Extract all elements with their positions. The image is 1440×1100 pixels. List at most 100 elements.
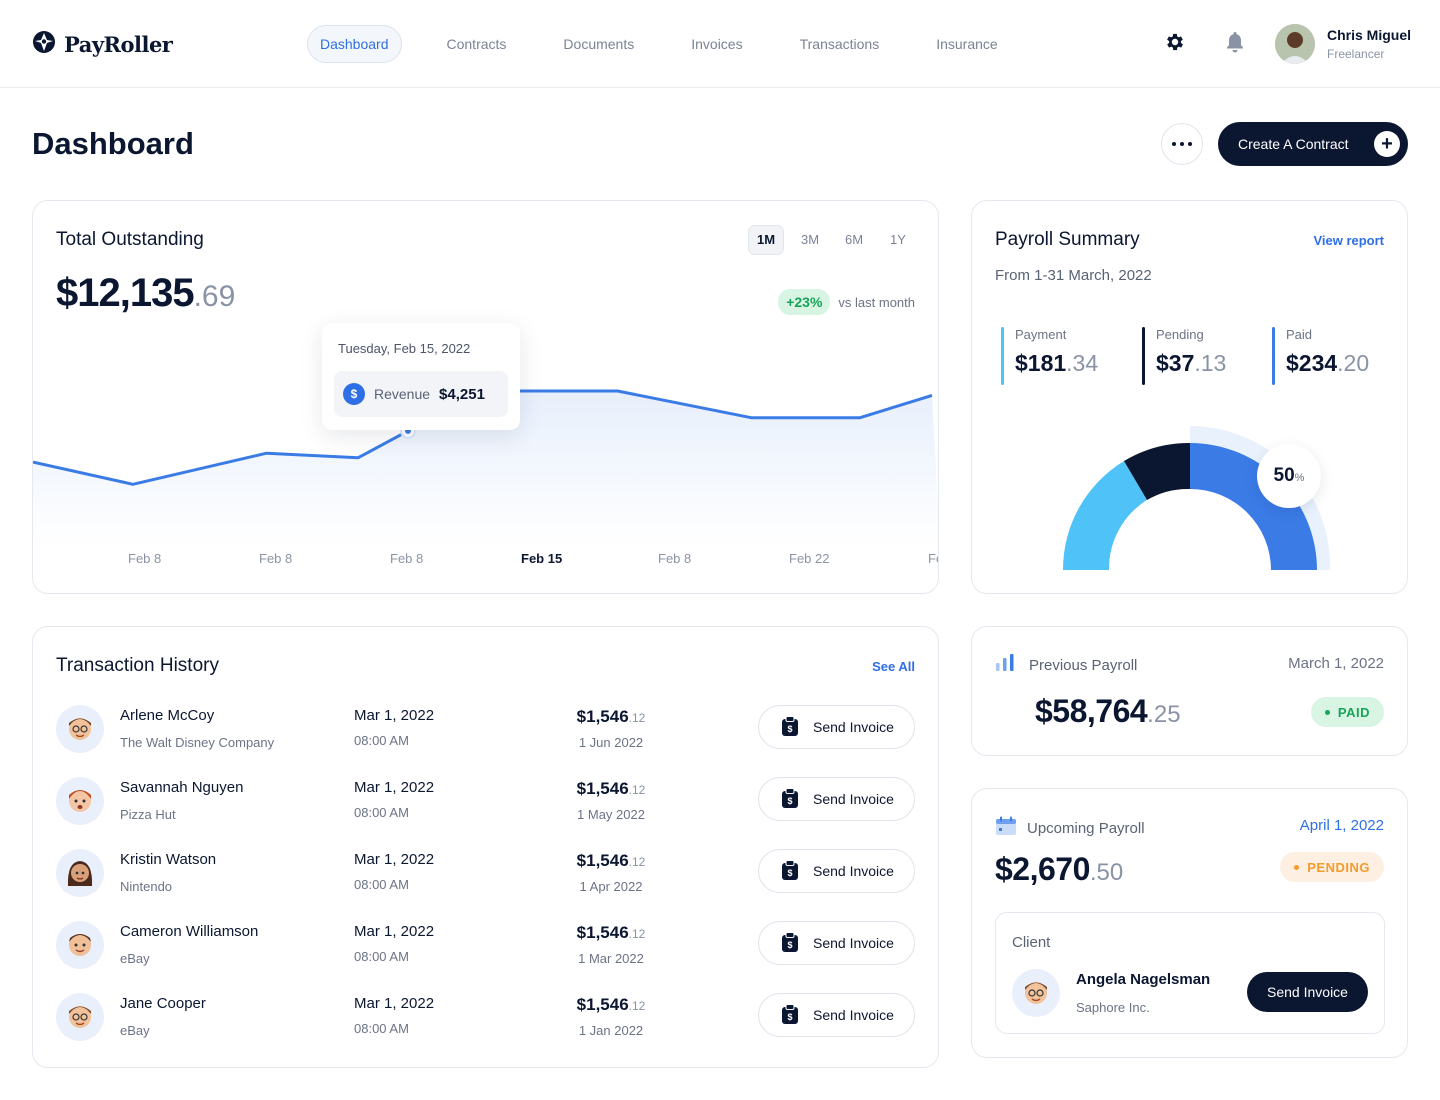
payee-company: Nintendo (120, 879, 173, 894)
gear-icon[interactable] (1163, 30, 1187, 54)
bell-icon[interactable] (1223, 30, 1247, 54)
chart-area-fill (33, 391, 938, 546)
upcoming-payroll-date: April 1, 2022 (1299, 817, 1384, 834)
payee-company: eBay (120, 1023, 150, 1038)
stat-paid: Paid $234.20 (1272, 327, 1369, 385)
payee-name: Jane Cooper (120, 995, 206, 1012)
nav-item-invoices[interactable]: Invoices (691, 36, 743, 52)
donut-percent: 50 (1273, 465, 1295, 486)
amount-main: $58,764 (1035, 693, 1148, 729)
plus-icon: + (1374, 131, 1400, 157)
x-axis-tick: Feb 8 (390, 551, 424, 566)
transaction-date: Mar 1, 2022 (354, 995, 435, 1012)
previous-payroll-header: Previous Payroll (995, 653, 1137, 678)
growth-indicator: +23% vs last month (778, 289, 915, 315)
payee-name: Cameron Williamson (120, 923, 259, 940)
stat-value: $234.20 (1286, 350, 1369, 377)
transaction-time: 08:00 AM (354, 1021, 409, 1036)
x-axis-tick: Fe (928, 551, 938, 566)
stat-label: Paid (1286, 327, 1313, 342)
amount-main: $1,546 (576, 707, 629, 726)
period-1m[interactable]: 1M (748, 225, 784, 255)
transaction-due-date: 1 Mar 2022 (578, 951, 644, 966)
period-3m[interactable]: 3M (800, 232, 820, 247)
stat-value-main: $37 (1156, 350, 1195, 376)
table-row: Kristin Watson Nintendo Mar 1, 2022 08:0… (56, 849, 916, 905)
payee-name: Kristin Watson (120, 851, 217, 868)
stat-value-main: $181 (1015, 350, 1067, 376)
svg-text:$: $ (787, 724, 792, 734)
nav-item-dashboard[interactable]: Dashboard (307, 25, 402, 63)
amount-main: $1,546 (576, 851, 629, 870)
transaction-history-title: Transaction History (56, 655, 219, 676)
avatar (56, 777, 104, 825)
send-invoice-label: Send Invoice (813, 791, 894, 807)
amount-main: $1,546 (576, 995, 629, 1014)
stat-value-main: $234 (1286, 350, 1338, 376)
transaction-amount: $1,546.12 (536, 707, 686, 727)
upcoming-payroll-amount: $2,670.50 (995, 851, 1123, 888)
stat-bar (1272, 327, 1275, 385)
table-row: Jane Cooper eBay Mar 1, 2022 08:00 AM $1… (56, 993, 916, 1049)
amount-main: $1,546 (576, 779, 629, 798)
invoice-clipboard-icon: $ (781, 715, 799, 739)
avatar (56, 849, 104, 897)
send-invoice-button[interactable]: $ Send Invoice (758, 993, 915, 1037)
send-invoice-button[interactable]: $ Send Invoice (758, 849, 915, 893)
stat-value: $181.34 (1015, 350, 1098, 377)
table-row: Savannah Nguyen Pizza Hut Mar 1, 2022 08… (56, 777, 916, 833)
create-contract-button[interactable]: Create A Contract + (1218, 122, 1408, 166)
donut-segment-pending (1124, 442, 1190, 500)
send-invoice-button[interactable]: $ Send Invoice (758, 921, 915, 965)
upcoming-payroll-card: Upcoming Payroll April 1, 2022 $2,670.50… (971, 788, 1408, 1058)
payee-name: Arlene McCoy (120, 707, 215, 724)
payroller-logo-icon (32, 30, 56, 59)
stat-bar (1142, 327, 1145, 385)
payee-company: eBay (120, 951, 150, 966)
create-contract-label: Create A Contract (1238, 136, 1349, 152)
send-invoice-button[interactable]: $ Send Invoice (758, 777, 915, 821)
view-report-link[interactable]: View report (1313, 233, 1384, 248)
stat-value: $37.13 (1156, 350, 1226, 377)
bar-chart-icon (995, 653, 1017, 678)
x-axis-tick: Feb 8 (128, 551, 162, 566)
user-profile[interactable]: Chris Miguel Freelancer (1275, 24, 1411, 64)
nav-item-contracts[interactable]: Contracts (446, 36, 507, 52)
nav-item-transactions[interactable]: Transactions (799, 36, 880, 52)
amount-main: $12,135 (56, 271, 195, 315)
send-invoice-button[interactable]: $ Send Invoice (758, 705, 915, 749)
invoice-clipboard-icon: $ (781, 931, 799, 955)
transaction-history-card: Transaction History See All Arlene McCoy… (32, 626, 939, 1068)
tooltip-label: Revenue (374, 386, 431, 402)
send-invoice-label: Send Invoice (813, 719, 894, 735)
svg-text:$: $ (787, 940, 792, 950)
transaction-time: 08:00 AM (354, 877, 409, 892)
nav-item-insurance[interactable]: Insurance (936, 36, 998, 52)
client-name: Angela Nagelsman (1076, 971, 1211, 988)
x-axis-tick-active: Feb 15 (521, 551, 563, 566)
amount-cents: .12 (628, 783, 646, 797)
invoice-clipboard-icon: $ (781, 859, 799, 883)
more-options-button[interactable] (1161, 123, 1203, 165)
upcoming-payroll-title: Upcoming Payroll (1027, 820, 1145, 837)
period-6m[interactable]: 6M (844, 232, 864, 247)
brand-name: PayRoller (64, 32, 173, 57)
tooltip-value: $4,251 (439, 385, 485, 403)
brand-logo[interactable]: PayRoller (32, 30, 173, 59)
transaction-date: Mar 1, 2022 (354, 707, 435, 724)
x-axis-tick: Feb 22 (789, 551, 830, 566)
nav-item-documents[interactable]: Documents (563, 36, 635, 52)
amount-cents: .12 (628, 855, 646, 869)
main-nav: Dashboard Contracts Documents Invoices T… (307, 25, 1043, 63)
table-row: Cameron Williamson eBay Mar 1, 2022 08:0… (56, 921, 916, 977)
previous-payroll-date: March 1, 2022 (1288, 655, 1384, 672)
user-name: Chris Miguel (1327, 27, 1412, 43)
growth-badge: +23% (778, 289, 831, 315)
period-1y[interactable]: 1Y (890, 232, 906, 247)
user-role: Freelancer (1327, 47, 1385, 61)
see-all-link[interactable]: See All (872, 659, 915, 674)
avatar (56, 705, 104, 753)
invoice-clipboard-icon: $ (781, 787, 799, 811)
payroll-summary-period: From 1-31 March, 2022 (995, 267, 1152, 284)
client-send-invoice-button[interactable]: Send Invoice (1247, 972, 1368, 1012)
